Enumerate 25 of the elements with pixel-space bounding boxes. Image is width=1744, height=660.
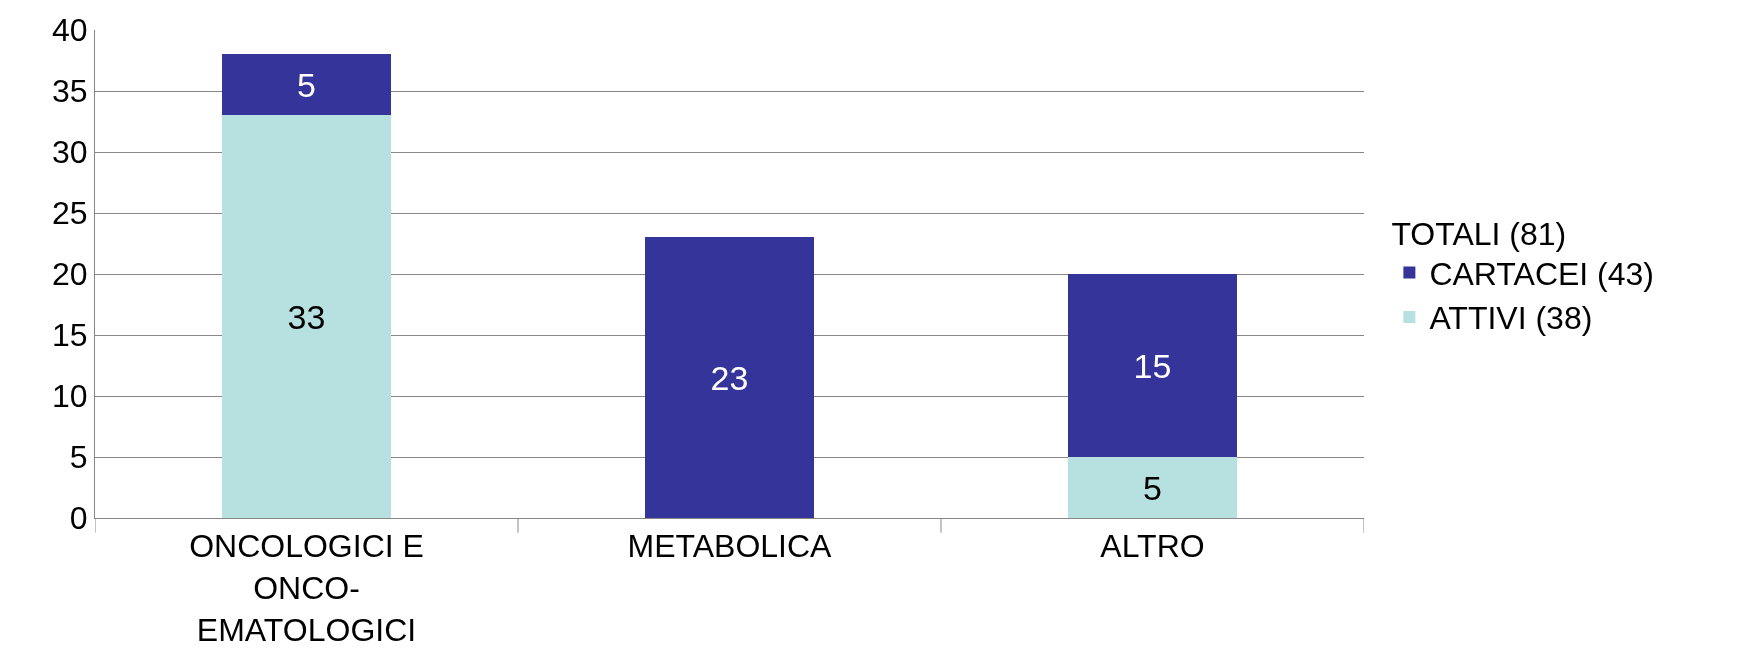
- x-tick-label: ONCOLOGICI E ONCO-EMATOLOGICI: [189, 528, 424, 648]
- y-tick-label: 15: [52, 317, 88, 354]
- bar: [644, 237, 815, 518]
- bar: [1067, 457, 1238, 518]
- legend-title: TOTALI (81): [1391, 216, 1567, 253]
- bar: [221, 54, 392, 116]
- data-label: 15: [1133, 346, 1172, 385]
- data-label: 33: [287, 297, 326, 336]
- x-tick-label: ALTRO: [1100, 528, 1205, 565]
- data-label: 23: [710, 358, 749, 397]
- y-tick-label: 0: [69, 500, 88, 537]
- data-label: 5: [297, 65, 316, 104]
- y-tick-label: 10: [52, 378, 88, 415]
- y-tick-label: 25: [52, 195, 88, 232]
- legend-label: CARTACEI (43): [1429, 255, 1655, 292]
- bar: [1067, 274, 1238, 457]
- y-tick-label: 20: [52, 256, 88, 293]
- bar: [221, 115, 392, 518]
- y-tick-label: 35: [52, 73, 88, 110]
- data-label: 5: [1143, 468, 1162, 507]
- y-tick-label: 40: [52, 12, 88, 49]
- x-tick-label: METABOLICA: [627, 528, 833, 565]
- y-tick-label: 5: [69, 439, 88, 476]
- legend-label: ATTIVI (38): [1429, 300, 1593, 337]
- y-tick-label: 30: [52, 134, 88, 171]
